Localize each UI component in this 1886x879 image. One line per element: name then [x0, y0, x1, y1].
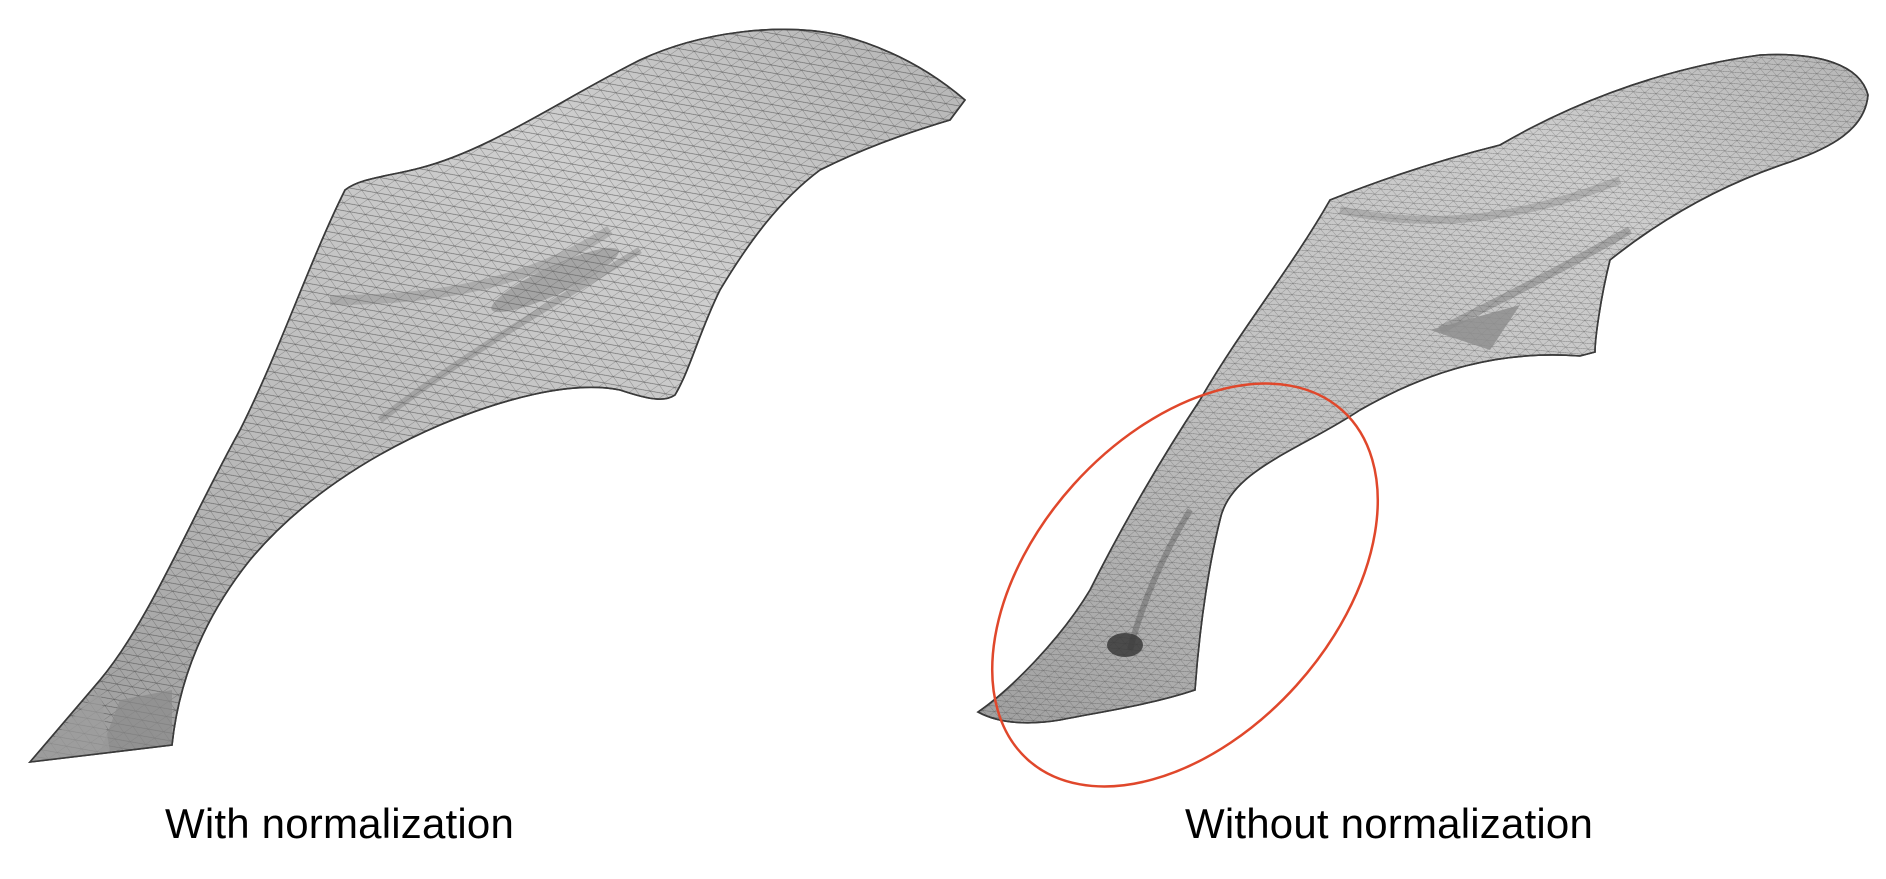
- unnormalized-mesh: [977, 53, 1869, 724]
- normalized-mesh: [29, 28, 966, 763]
- caption-without-normalization: Without normalization: [1185, 800, 1594, 847]
- caption-with-normalization: With normalization: [165, 800, 515, 847]
- problem-region-highlight: [991, 382, 1379, 788]
